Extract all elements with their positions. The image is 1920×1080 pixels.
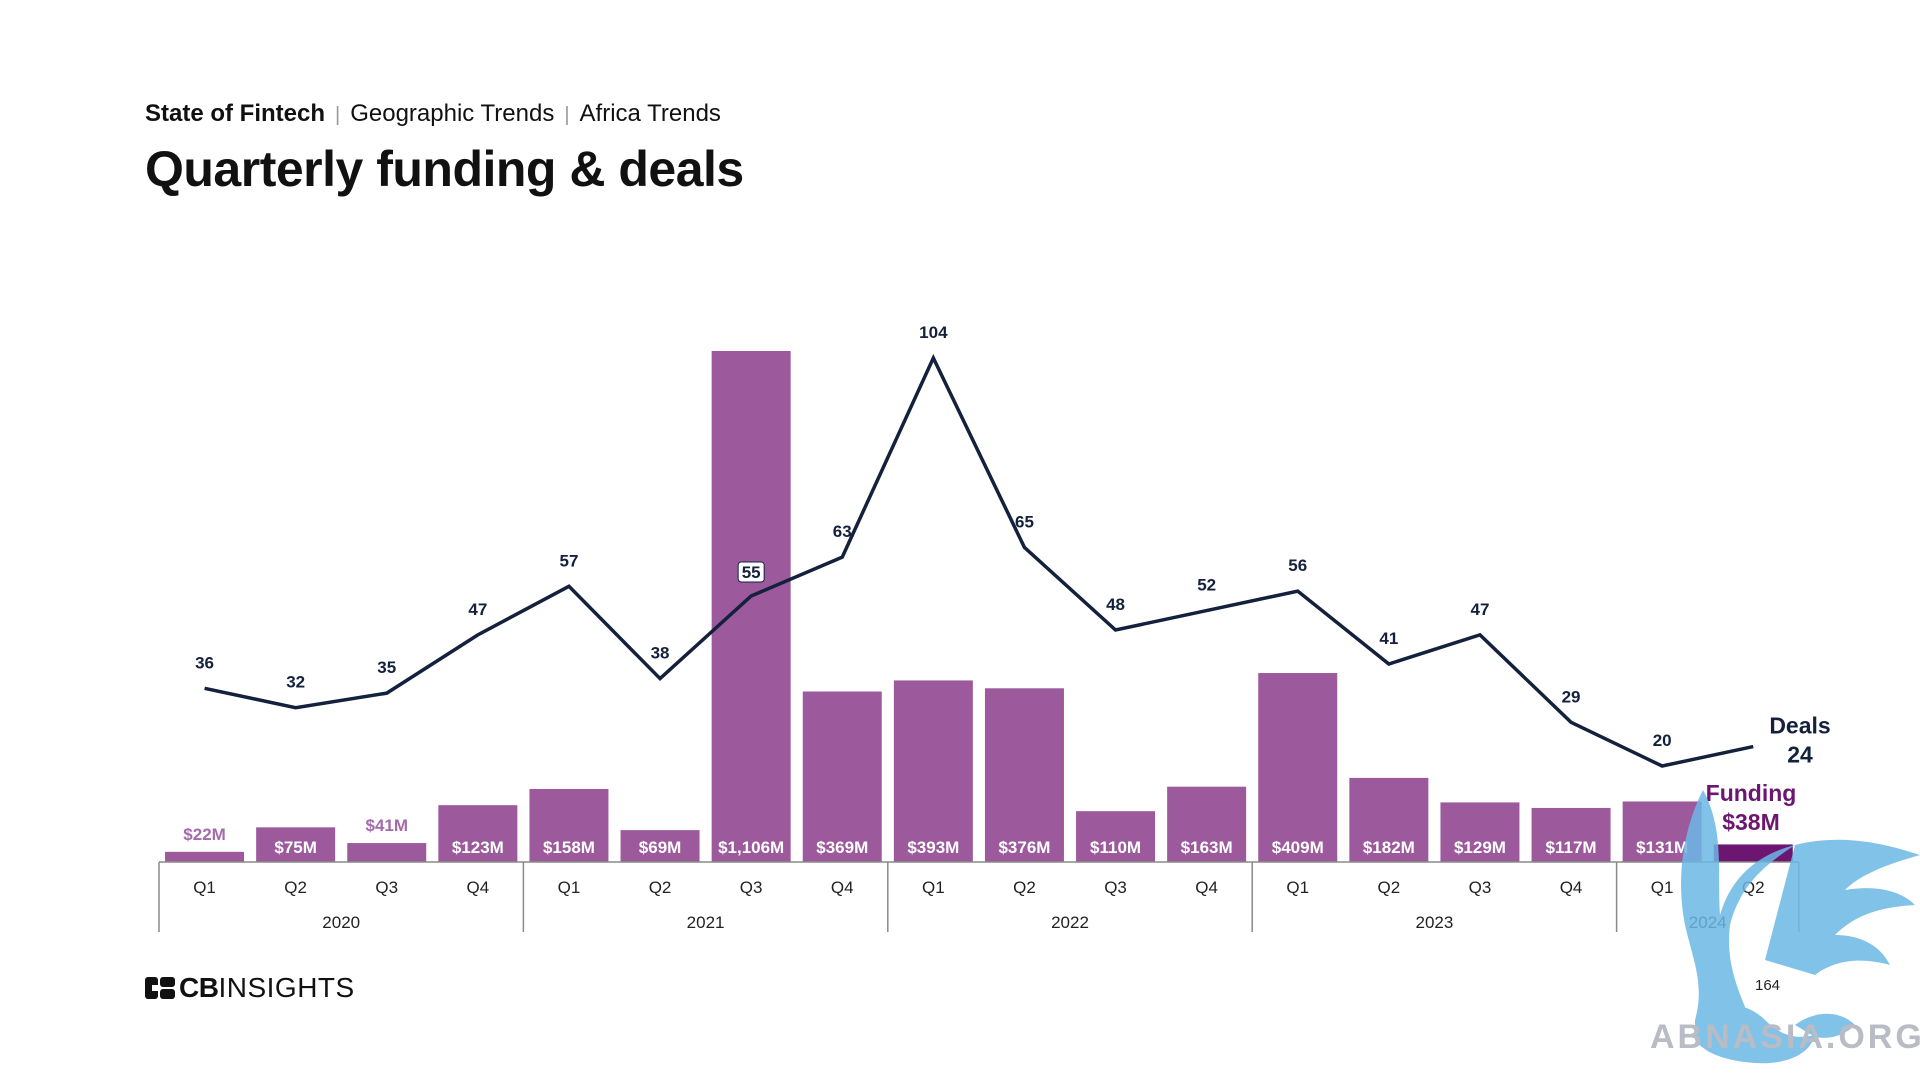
page-number: 164 — [1755, 977, 1781, 994]
year-tick-label: 2022 — [1051, 913, 1089, 932]
quarter-tick-label: Q1 — [193, 878, 216, 897]
funding-bar-label: $158M — [543, 838, 595, 857]
page-title: Quarterly funding & deals — [145, 141, 744, 197]
quarter-tick-label: Q2 — [1378, 878, 1401, 897]
breadcrumb: State of Fintech | Geographic Trends | Afric… — [145, 100, 721, 128]
year-tick-label: 2020 — [322, 913, 360, 932]
deals-point-label: 47 — [1470, 600, 1489, 619]
year-tick-label: 2023 — [1415, 913, 1453, 932]
funding-bar — [438, 805, 518, 862]
deals-label-background — [737, 561, 765, 583]
deals-point-label: 48 — [1106, 595, 1125, 614]
funding-deals-chart: $22M $75M $41M $123M $158M $69M $1,106M $369M $3… — [158, 323, 1831, 932]
funding-bar-label: $393M — [907, 838, 959, 857]
funding-bar — [802, 691, 882, 862]
breadcrumb-item-africa-trends: Africa Trends — [579, 100, 721, 127]
quarter-tick-label: Q3 — [1104, 878, 1127, 897]
quarter-tick-label: Q4 — [1560, 878, 1583, 897]
funding-bar — [711, 351, 791, 862]
breadcrumb-item-state-of-fintech: State of Fintech — [145, 100, 326, 127]
funding-bar-label: $129M — [1454, 838, 1506, 857]
funding-bar — [165, 851, 245, 862]
funding-bar-label: $182M — [1363, 838, 1415, 857]
funding-bar — [1258, 673, 1338, 862]
breadcrumb-separator: | — [335, 104, 341, 126]
year-tick-label: 2021 — [687, 913, 725, 932]
deals-point-label: 29 — [1562, 687, 1581, 706]
funding-bar — [620, 830, 700, 862]
quarter-tick-label: Q3 — [375, 878, 398, 897]
deals-point-label: 20 — [1653, 731, 1672, 750]
funding-bar-label: $69M — [639, 838, 682, 857]
funding-bar-label: $110M — [1090, 838, 1141, 857]
quarter-tick-label: Q1 — [1286, 878, 1309, 897]
funding-callout-value: $38M — [1722, 809, 1780, 835]
deals-point-label: 56 — [1288, 556, 1307, 575]
deals-point-label: 35 — [377, 658, 396, 677]
quarter-tick-label: Q1 — [922, 878, 945, 897]
funding-bar-label: $123M — [452, 838, 504, 857]
funding-callout-label: Funding — [1706, 780, 1797, 806]
quarter-tick-label: Q2 — [1013, 878, 1036, 897]
deals-point-label: 52 — [1197, 576, 1216, 595]
funding-bar-label: $22M — [183, 825, 226, 844]
funding-bar — [529, 789, 609, 862]
quarter-tick-label: Q4 — [831, 878, 854, 897]
cb-insights-logo-icon — [145, 977, 175, 999]
funding-bar-label: $117M — [1546, 838, 1597, 857]
deals-point-label: 65 — [1015, 512, 1034, 531]
quarter-tick-label: Q2 — [284, 878, 307, 897]
deals-point-label: 32 — [286, 673, 305, 692]
quarter-tick-label: Q4 — [1195, 878, 1218, 897]
funding-bar-label: $41M — [365, 816, 408, 835]
funding-bar-label: $75M — [274, 838, 317, 857]
quarter-tick-label: Q3 — [740, 878, 763, 897]
logo-text-cb: CB — [179, 972, 219, 1003]
deals-point-label: 47 — [468, 600, 487, 619]
funding-bar — [1531, 807, 1611, 862]
funding-bar — [1349, 777, 1429, 862]
quarter-tick-label: Q3 — [1469, 878, 1492, 897]
watermark-text: ABNASIA.ORG — [1650, 1018, 1920, 1056]
funding-bar-label: $369M — [816, 838, 868, 857]
deals-point-label: 57 — [559, 551, 578, 570]
deals-point-label: 63 — [833, 522, 852, 541]
quarter-tick-label: Q2 — [649, 878, 672, 897]
funding-bar-label: $376M — [998, 838, 1050, 857]
deals-callout-label: Deals — [1769, 713, 1830, 739]
quarter-tick-label: Q4 — [467, 878, 490, 897]
deals-point-label: 38 — [651, 644, 670, 663]
logo-text-insights: INSIGHTS — [218, 972, 355, 1003]
watermark-logo-icon — [1681, 790, 1920, 1064]
funding-bar-label: $131M — [1636, 838, 1688, 857]
deals-point-label: 41 — [1379, 629, 1398, 648]
deals-callout-value: 24 — [1787, 742, 1813, 768]
breadcrumb-item-geographic-trends: Geographic Trends — [350, 100, 555, 127]
funding-bar — [893, 680, 973, 862]
funding-bar — [1440, 802, 1520, 862]
quarter-tick-label: Q1 — [558, 878, 581, 897]
funding-bar — [1076, 811, 1156, 862]
deals-point-label: 104 — [919, 323, 948, 342]
funding-bar — [984, 688, 1064, 862]
deals-line — [204, 353, 1754, 768]
funding-bar — [1167, 786, 1247, 862]
funding-bar-label: $1,106M — [718, 838, 784, 857]
deals-point-label: 36 — [195, 653, 214, 672]
funding-bar — [256, 827, 336, 862]
deals-point-label: 55 — [742, 563, 761, 582]
quarter-tick-label: Q1 — [1651, 878, 1674, 897]
funding-bar-label: $163M — [1181, 838, 1233, 857]
breadcrumb-separator: | — [564, 104, 570, 126]
funding-bar — [347, 843, 427, 862]
cb-insights-logo: CB INSIGHTS — [145, 972, 355, 1004]
funding-bar-label: $409M — [1272, 838, 1324, 857]
